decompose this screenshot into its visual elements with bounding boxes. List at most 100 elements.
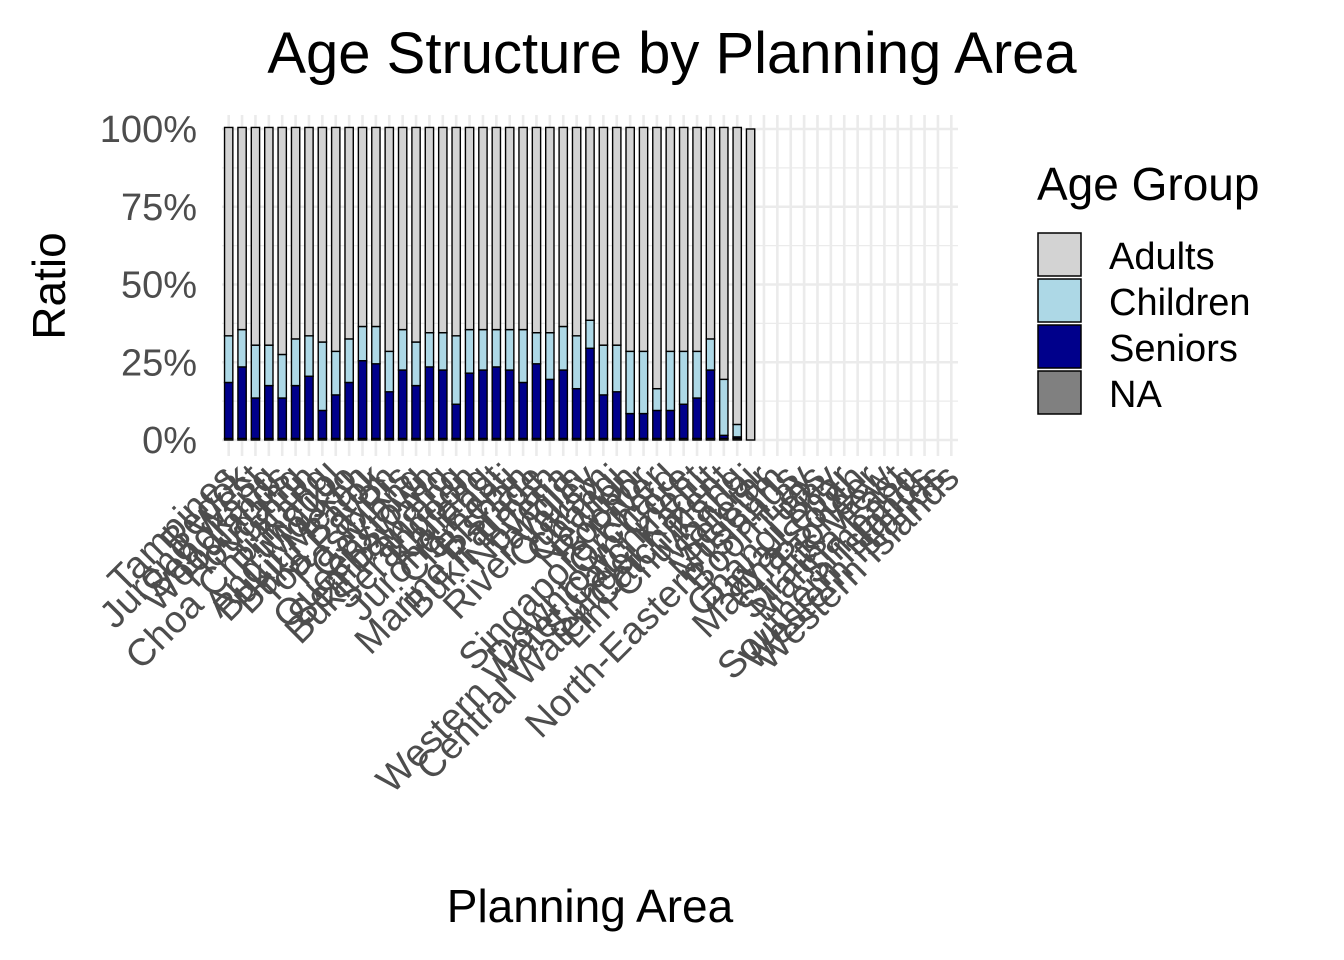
bar-segment-seniors — [277, 397, 288, 440]
bar-segment-children — [705, 338, 716, 371]
bar-segment-seniors — [464, 372, 475, 440]
bar-segment-children — [344, 338, 354, 384]
bar-segment-children — [223, 335, 234, 384]
bar-segment-adults — [678, 126, 689, 353]
legend-label: Children — [1109, 282, 1251, 324]
bar-segment-children — [357, 325, 368, 362]
bar-segment-adults — [732, 126, 743, 426]
bar-segment-children — [531, 332, 542, 365]
bar-segment-adults — [692, 126, 702, 353]
bar-segment-children — [665, 350, 676, 412]
bar-segment-seniors — [504, 369, 515, 440]
bar-segment-adults — [718, 126, 729, 381]
y-axis-ticks: 0% 25% 50% 75% 100% — [100, 109, 197, 462]
bar-segment-children — [585, 319, 595, 349]
bar-segment-children — [317, 341, 328, 412]
bar-segment-seniors — [611, 391, 622, 440]
bar-segment-adults — [397, 126, 408, 331]
bar-segment-seniors — [330, 394, 341, 440]
bar-segment-adults — [464, 126, 475, 331]
y-tick-label: 25% — [121, 342, 197, 384]
legend-label: Adults — [1109, 236, 1215, 278]
bar-segment-adults — [611, 126, 622, 346]
bar-segment-adults — [705, 126, 716, 340]
bar-segment-children — [384, 350, 395, 393]
bar-segment-children — [277, 353, 288, 399]
bar-segment-children — [290, 338, 301, 387]
bar-segment-adults — [371, 126, 381, 328]
bar-segment-children — [304, 335, 314, 377]
bar-segment-children — [451, 335, 462, 405]
bar-segment-adults — [478, 126, 488, 331]
bar-segment-adults — [437, 126, 448, 334]
bar-segment-children — [437, 332, 448, 371]
bar-segment-seniors — [290, 384, 301, 440]
bar-segment-seniors — [263, 384, 274, 440]
bar-segment-seniors — [317, 409, 328, 440]
bar-segment-adults — [545, 126, 555, 334]
bar-segment-children — [678, 350, 689, 405]
bar-segment-children — [518, 328, 528, 384]
bar-segment-seniors — [652, 409, 662, 440]
bars — [223, 126, 756, 441]
bar-segment-seniors — [304, 375, 314, 440]
bar-segment-seniors — [665, 409, 676, 440]
bar-segment-adults — [424, 126, 435, 334]
bar-segment-adults — [665, 126, 676, 353]
chart-title: Age Structure by Planning Area — [267, 21, 1077, 86]
bar-segment-seniors — [558, 369, 569, 440]
bar-segment-adults — [745, 128, 756, 441]
bar-segment-adults — [277, 126, 288, 356]
bar-segment-seniors — [397, 369, 408, 440]
bar-segment-adults — [357, 126, 368, 328]
bar-segment-seniors — [478, 369, 488, 440]
bar-segment-seniors — [625, 412, 635, 440]
bar-segment-adults — [652, 126, 662, 390]
bar-segment-seniors — [223, 381, 234, 440]
bar-segment-children — [692, 350, 702, 399]
legend-key-seniors — [1037, 324, 1082, 369]
bar-segment-adults — [491, 126, 502, 331]
bar-segment-children — [558, 325, 569, 371]
y-tick-label: 75% — [121, 187, 197, 229]
bar-segment-seniors — [491, 366, 502, 440]
bar-segment-children — [504, 328, 515, 371]
bar-segment-seniors — [585, 347, 595, 440]
bar-segment-seniors — [371, 363, 381, 440]
bar-segment-seniors — [237, 366, 247, 440]
bar-segment-children — [652, 387, 662, 412]
bar-segment-seniors — [384, 391, 395, 440]
bar-segment-adults — [330, 126, 341, 353]
bar-segment-seniors — [437, 369, 448, 440]
bar-segment-adults — [558, 126, 569, 328]
bar-segment-adults — [250, 126, 261, 346]
bar-segment-seniors — [451, 403, 462, 440]
bar-segment-adults — [585, 126, 595, 321]
bar-segment-adults — [625, 126, 635, 353]
bar-segment-seniors — [638, 412, 649, 440]
bar-segment-children — [625, 350, 635, 415]
bar-segment-seniors — [705, 369, 716, 440]
bar-segment-adults — [451, 126, 462, 337]
x-axis-title: Planning Area — [447, 880, 734, 932]
bar-segment-children — [638, 350, 649, 415]
legend-key-children — [1037, 278, 1082, 323]
bar-segment-adults — [304, 126, 314, 337]
bar-segment-adults — [263, 126, 274, 346]
bar-segment-children — [330, 350, 341, 396]
bar-segment-adults — [518, 126, 528, 331]
bar-segment-adults — [598, 126, 609, 346]
bar-segment-children — [371, 325, 381, 365]
bar-segment-seniors — [357, 359, 368, 440]
bar-segment-seniors — [411, 384, 421, 440]
bar-segment-children — [464, 328, 475, 374]
bar-segment-children — [411, 341, 421, 387]
bar-segment-seniors — [598, 394, 609, 440]
bar-segment-children — [598, 344, 609, 396]
legend-label: NA — [1109, 374, 1162, 416]
bar-segment-children — [718, 378, 729, 437]
bar-segment-children — [397, 328, 408, 371]
